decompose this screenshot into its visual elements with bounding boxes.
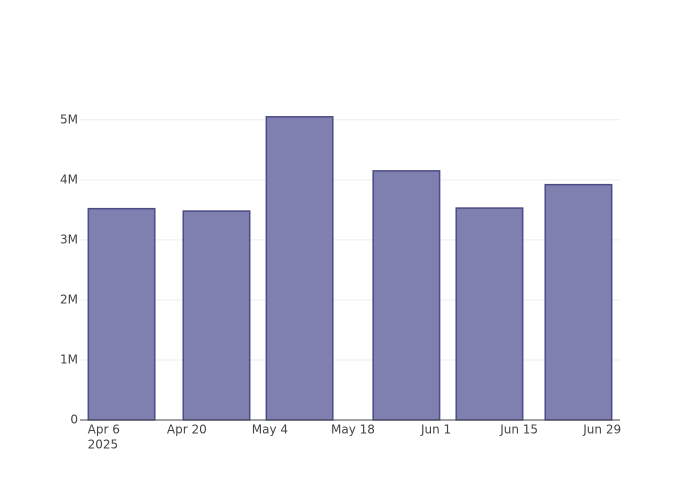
y-tick-label: 2M — [60, 292, 78, 306]
bar — [544, 183, 613, 421]
x-tick-label: Jun 15 — [499, 423, 538, 437]
bar — [265, 116, 334, 421]
y-tick-label: 3M — [60, 232, 78, 246]
y-tick-label: 0 — [70, 413, 78, 427]
y-tick-label: 1M — [60, 352, 78, 366]
bar — [182, 210, 251, 421]
x-tick-label: May 18 — [331, 423, 375, 437]
bar — [372, 170, 441, 421]
x-tick-label: May 4 — [252, 423, 288, 437]
x-tick-label: Apr 6 — [88, 423, 120, 437]
x-year-label: 2025 — [88, 438, 119, 452]
y-tick-label: 4M — [60, 172, 78, 186]
x-tick-label: Apr 20 — [167, 423, 207, 437]
bar — [455, 207, 524, 421]
x-tick-label: Jun 29 — [582, 423, 621, 437]
y-tick-label: 5M — [60, 112, 78, 126]
x-tick-label: Jun 1 — [420, 423, 451, 437]
bar — [87, 207, 156, 421]
